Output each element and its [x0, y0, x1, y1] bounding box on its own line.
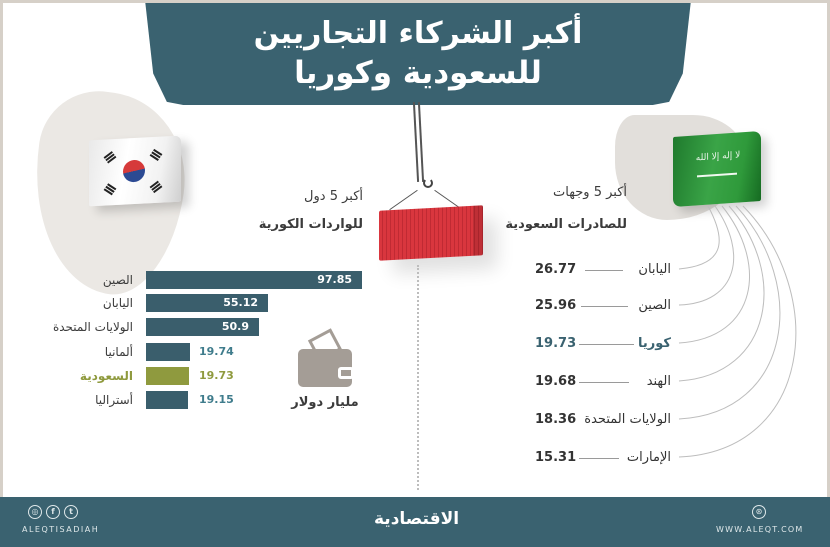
bar-value: 55.12 — [223, 296, 258, 309]
export-country: كوريا — [638, 336, 671, 351]
brand-logo: الاقتصادية — [374, 509, 460, 529]
web-icon: ⊛ — [752, 505, 766, 519]
export-country: الإمارات — [626, 450, 671, 465]
unit-label: مليار دولار — [291, 395, 359, 410]
bar — [146, 391, 188, 409]
center-divider — [417, 265, 419, 490]
export-value: 18.36 — [535, 412, 577, 427]
bar-row: أستراليا 19.15 — [3, 391, 403, 409]
bar: 97.85 — [146, 271, 362, 289]
bar-label: اليابان — [102, 296, 133, 310]
export-value: 19.73 — [535, 336, 577, 351]
bar-label: السعودية — [79, 369, 133, 383]
export-country: اليابان — [638, 262, 671, 277]
bar: 50.9 — [146, 318, 259, 336]
twitter-icon[interactable]: t — [64, 505, 78, 519]
title-line-1: أكبر الشركاء التجاريين — [253, 16, 583, 51]
footer: ◎ f t ALEQTISADIAH الاقتصادية ⊛ WWW.ALEQ… — [0, 497, 830, 547]
bar — [146, 367, 189, 385]
wallet-icon — [298, 328, 354, 387]
list-item: 26.77 اليابان — [533, 260, 683, 280]
bar-value: 19.74 — [199, 345, 234, 358]
title-banner: أكبر الشركاء التجاريين للسعودية وكوريا — [145, 3, 691, 105]
bar-label: أستراليا — [95, 393, 133, 407]
saudi-subtitle-light: أكبر 5 وجهات — [553, 185, 627, 200]
korea-subtitle-bold: للواردات الكورية — [258, 217, 363, 232]
bar-row: ألمانيا 19.74 — [3, 343, 403, 361]
export-country: الهند — [646, 374, 671, 389]
bar-label: الصين — [102, 273, 133, 287]
export-value: 19.68 — [535, 374, 577, 389]
bar: 55.12 — [146, 294, 268, 312]
export-value: 25.96 — [535, 298, 577, 313]
infographic-canvas: أكبر الشركاء التجاريين للسعودية وكوريا ل… — [3, 3, 827, 497]
list-item: 19.68 الهند — [533, 372, 683, 392]
facebook-icon[interactable]: f — [46, 505, 60, 519]
bar-row: الصين 97.85 — [3, 271, 403, 289]
title-line-2: للسعودية وكوريا — [294, 55, 542, 91]
export-value: 26.77 — [535, 262, 577, 277]
bar-label: ألمانيا — [104, 345, 133, 359]
social-handle[interactable]: ALEQTISADIAH — [22, 525, 100, 534]
bar-value: 50.9 — [221, 320, 249, 333]
social-icons: ◎ f t — [28, 505, 78, 519]
crane-hook-icon — [423, 178, 433, 188]
bar-label: الولايات المتحدة — [52, 320, 133, 334]
export-country: الولايات المتحدة — [584, 412, 671, 427]
list-item: 18.36 الولايات المتحدة — [533, 410, 683, 430]
instagram-icon[interactable]: ◎ — [28, 505, 42, 519]
list-item-highlight: 19.73 كوريا — [533, 334, 683, 354]
list-item: 25.96 الصين — [533, 296, 683, 316]
bar-row-highlight: السعودية 19.73 — [3, 367, 403, 385]
export-country: الصين — [638, 298, 671, 313]
bar-value: 97.85 — [317, 273, 352, 286]
korea-subtitle-light: أكبر 5 دول — [304, 189, 363, 204]
bar-value: 19.15 — [199, 393, 234, 406]
bar-value: 19.73 — [199, 369, 234, 382]
export-value: 15.31 — [535, 450, 577, 465]
saudi-subtitle-bold: للصادرات السعودية — [505, 217, 627, 232]
bar — [146, 343, 190, 361]
list-item: 15.31 الإمارات — [533, 448, 683, 468]
website-link[interactable]: WWW.ALEQT.COM — [716, 525, 804, 534]
bar-row: اليابان 55.12 — [3, 294, 403, 312]
connector-arcs — [678, 205, 797, 458]
bar-row: الولايات المتحدة 50.9 — [3, 318, 403, 336]
